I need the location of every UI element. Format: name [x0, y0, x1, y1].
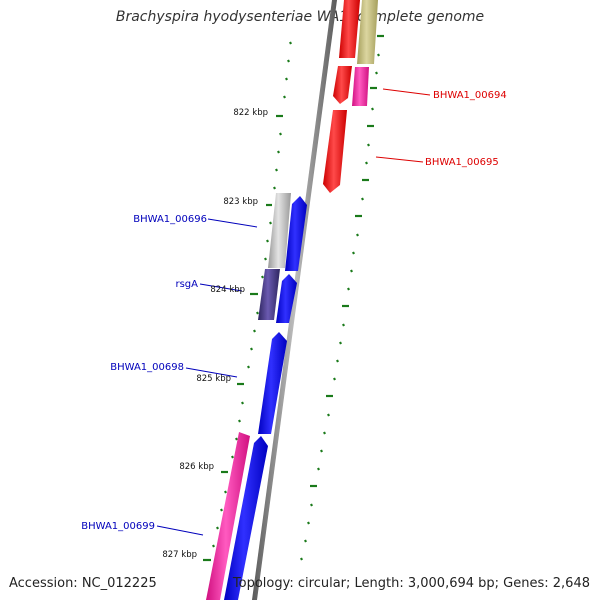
gene-label-bhwa1-00695[interactable]: BHWA1_00695 [425, 157, 499, 168]
page-title: Brachyspira hyodysenteriae WA1, complete… [115, 9, 485, 25]
gene-arrow-red-bhwa1-00694[interactable] [333, 66, 352, 104]
label-leaders [156, 88, 431, 536]
tick-label: 822 kbp [233, 108, 268, 118]
gene-arrow-magenta-bhwa1-00694[interactable] [352, 67, 369, 106]
gene-arrow-blue-rsga[interactable] [276, 274, 297, 323]
gene-arrow-blue-bhwa1-00699[interactable] [224, 436, 268, 600]
dotted-track-outer [300, 34, 384, 561]
gene-arrow-magenta-bhwa1-00699[interactable] [206, 432, 250, 600]
tick-label: 826 kbp [179, 462, 214, 472]
gene-label-rsga[interactable]: rsgA [175, 279, 198, 290]
gene-arrow-red-top[interactable] [339, 0, 360, 58]
tick-label: 825 kbp [196, 374, 231, 384]
genome-backbone [252, 0, 337, 600]
gene-arrow-red-bhwa1-00695[interactable] [323, 110, 347, 193]
accession-text: Accession: NC_012225 [9, 576, 157, 591]
gene-arrow-gray-bhwa1-00696[interactable] [268, 193, 291, 268]
gene-arrow-blue-bhwa1-00696[interactable] [285, 196, 307, 271]
gene-label-bhwa1-00696[interactable]: BHWA1_00696 [133, 214, 207, 225]
tick-label: 827 kbp [162, 550, 197, 560]
gene-arrow-olive[interactable] [357, 0, 378, 64]
dotted-track-inner [203, 41, 292, 562]
gene-arrow-purple-rsga[interactable] [258, 269, 280, 320]
tick-label: 824 kbp [210, 285, 245, 295]
gene-arrow-blue-bhwa1-00698[interactable] [258, 332, 287, 434]
topology-text: Topology: circular; Length: 3,000,694 bp… [232, 576, 590, 591]
gene-label-bhwa1-00694[interactable]: BHWA1_00694 [433, 90, 507, 101]
tick-label: 823 kbp [223, 197, 258, 207]
gene-label-bhwa1-00698[interactable]: BHWA1_00698 [110, 362, 184, 373]
gene-label-bhwa1-00699[interactable]: BHWA1_00699 [81, 521, 155, 532]
